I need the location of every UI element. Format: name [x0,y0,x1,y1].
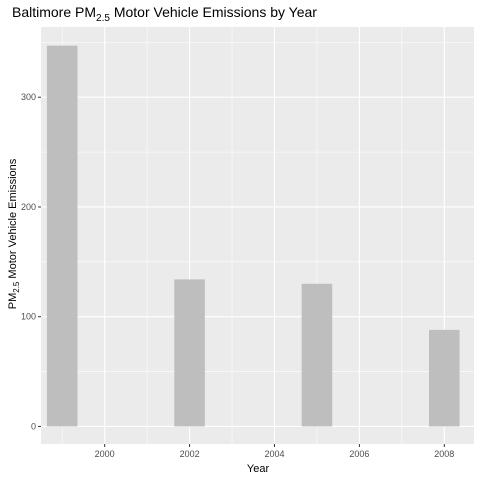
x-tick-label: 2000 [95,449,115,459]
y-tick-label: 200 [21,202,36,212]
chart-title-prefix: Baltimore PM [12,4,96,20]
y-axis-title-suffix: Motor Vehicle Emissions [7,158,19,281]
y-axis: 0 100 200 300 [21,92,41,431]
bar-1999 [46,45,78,427]
y-tick-label: 100 [21,312,36,322]
x-tick-label: 2008 [434,449,454,459]
x-tick-label: 2002 [180,449,200,459]
y-axis-title: PM2.5 Motor Vehicle Emissions [7,158,21,309]
x-axis-title: Year [247,463,270,475]
chart-title: Baltimore PM2.5 Motor Vehicle Emissions … [12,4,317,24]
bar-2002 [174,279,205,427]
x-tick-label: 2006 [349,449,369,459]
y-tick-label: 300 [21,92,36,102]
bar-2008 [429,329,460,427]
y-axis-title-subscript: 2.5 [12,281,21,293]
bar-2005 [301,283,333,427]
major-gridlines [41,27,474,444]
chart-title-subscript: 2.5 [96,13,110,24]
y-tick-label: 0 [31,421,36,431]
bars [46,45,460,427]
x-tick-label: 2004 [264,449,284,459]
y-axis-title-prefix: PM [7,293,19,310]
chart-title-suffix: Motor Vehicle Emissions by Year [110,4,317,20]
plot-panel [41,27,474,444]
x-axis: 2000 2002 2004 2006 2008 [95,444,454,459]
